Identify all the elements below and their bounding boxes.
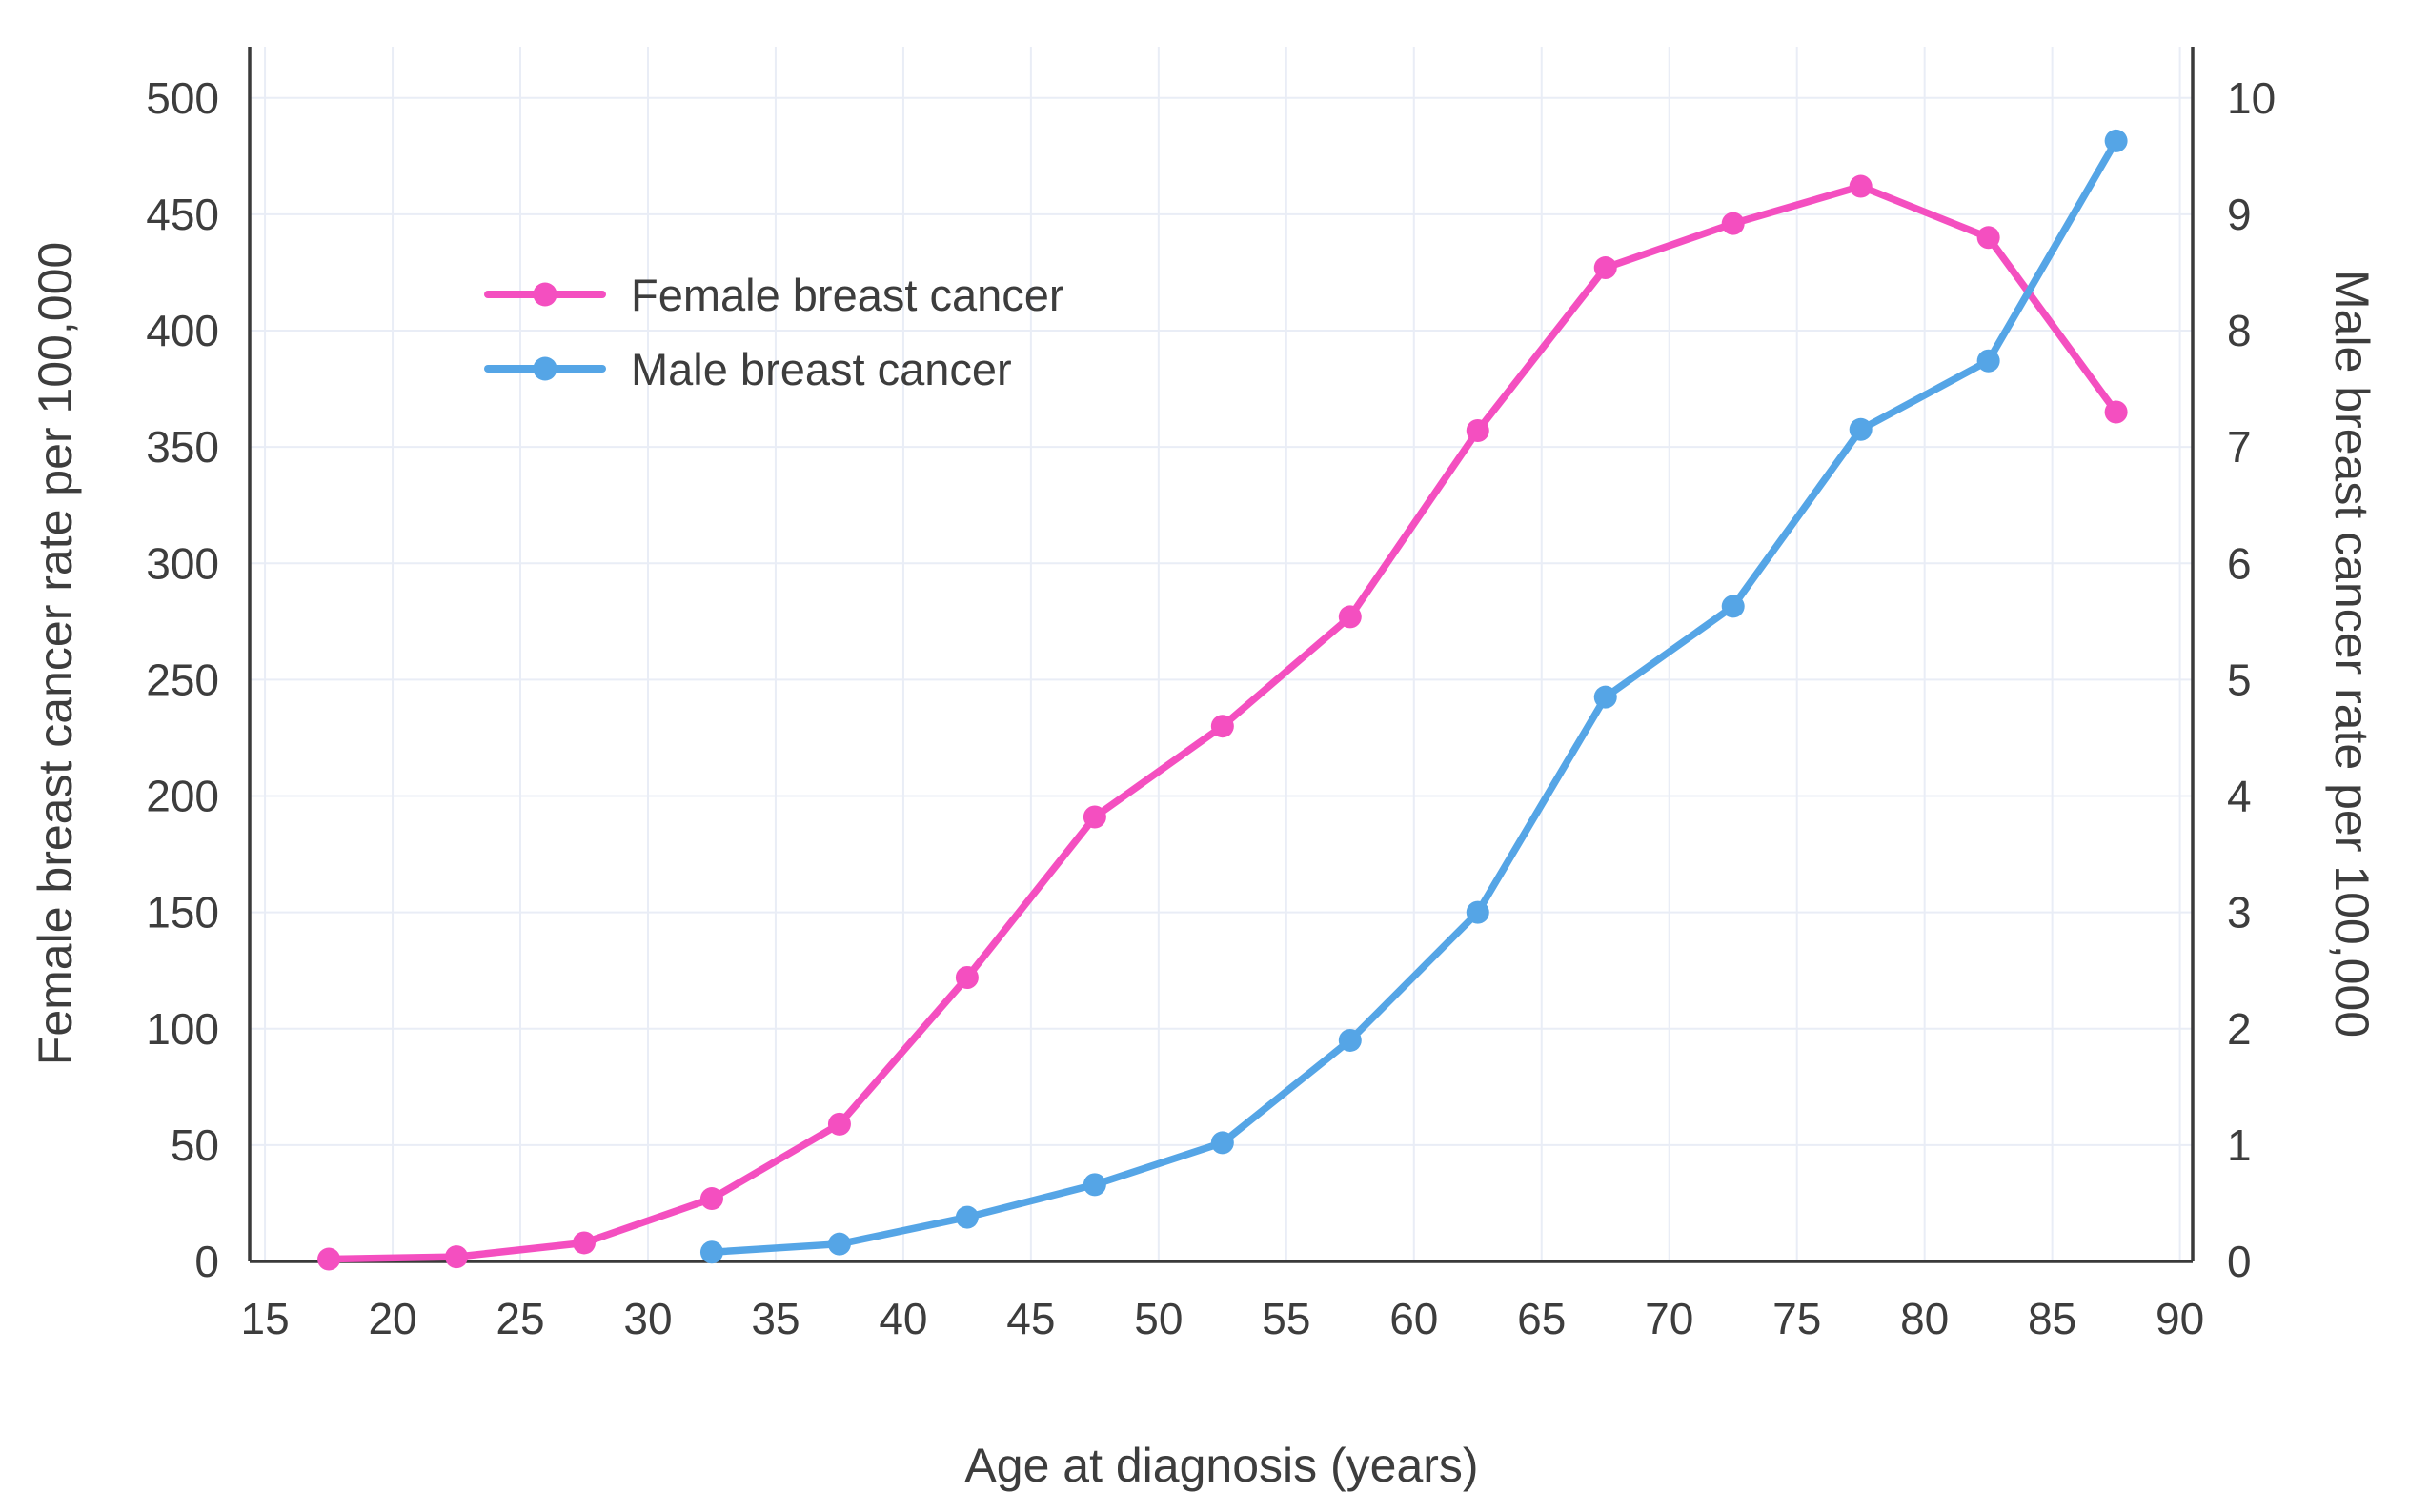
left-y-tick-label: 100 — [146, 1004, 219, 1054]
male-series-point — [1338, 1028, 1362, 1052]
female-series-point — [317, 1247, 341, 1271]
legend-label-male: Male breast cancer — [631, 343, 1012, 394]
x-tick-label: 80 — [1900, 1294, 1949, 1343]
left-y-tick-label: 150 — [146, 888, 219, 937]
right-y-tick-label: 1 — [2227, 1120, 2252, 1170]
left-y-tick-label: 500 — [146, 73, 219, 123]
x-tick-label: 45 — [1006, 1294, 1055, 1343]
female-series-point — [1976, 226, 2000, 250]
male-series-point — [1083, 1173, 1106, 1197]
male-series-point — [1976, 349, 2000, 373]
female-series-point — [699, 1187, 723, 1211]
x-tick-label: 90 — [2156, 1294, 2204, 1343]
female-series-point — [955, 966, 979, 990]
right-y-tick-label: 9 — [2227, 190, 2252, 239]
x-tick-label: 35 — [751, 1294, 800, 1343]
male-series-point — [1466, 900, 1489, 924]
right-y-tick-label: 6 — [2227, 538, 2252, 588]
male-series-point — [1849, 417, 1873, 441]
x-axis-title: Age at diagnosis (years) — [964, 1439, 1479, 1492]
x-tick-label: 20 — [368, 1294, 416, 1343]
female-series-point — [1721, 212, 1745, 235]
right-y-tick-label: 0 — [2227, 1237, 2252, 1286]
female-series-point — [1338, 605, 1362, 629]
male-series-point — [955, 1205, 979, 1229]
x-tick-label: 85 — [2028, 1294, 2076, 1343]
x-tick-label: 65 — [1517, 1294, 1566, 1343]
female-series-point — [1083, 805, 1106, 829]
x-tick-label: 30 — [623, 1294, 672, 1343]
left-y-tick-label: 300 — [146, 538, 219, 588]
x-tick-label: 40 — [879, 1294, 927, 1343]
male-marker-dot — [533, 356, 557, 381]
male-series-line — [708, 137, 2120, 1256]
right-y-tick-label: 5 — [2227, 655, 2252, 704]
left-y-tick-label: 200 — [146, 772, 219, 821]
male-line-swatch — [484, 356, 606, 381]
male-series-point — [1210, 1131, 1234, 1155]
left-y-tick-label: 400 — [146, 306, 219, 355]
right-y-tick-label: 2 — [2227, 1004, 2252, 1054]
legend-item-female: Female breast cancer — [484, 257, 1064, 332]
x-tick-label: 60 — [1389, 1294, 1438, 1343]
right-y-tick-label: 3 — [2227, 888, 2252, 937]
female-series-point — [1849, 174, 1873, 198]
legend: Female breast cancer Male breast cancer — [484, 257, 1064, 406]
x-tick-label: 55 — [1262, 1294, 1310, 1343]
left-y-tick-label: 50 — [171, 1120, 219, 1170]
female-series-point — [1593, 256, 1617, 280]
female-series-point — [2104, 400, 2128, 424]
male-series-point — [2104, 129, 2128, 152]
male-series-point — [1593, 685, 1617, 709]
x-tick-label: 15 — [240, 1294, 289, 1343]
right-y-tick-label: 8 — [2227, 306, 2252, 355]
left-y-tick-label: 350 — [146, 422, 219, 472]
left-y-tick-label: 0 — [194, 1237, 219, 1286]
right-y-tick-label: 10 — [2227, 73, 2276, 123]
right-y-tick-label: 4 — [2227, 772, 2252, 821]
right-y-axis-title: Male breast cancer rate per 100,000 — [2325, 269, 2379, 1038]
male-series-point — [699, 1240, 723, 1264]
x-tick-label: 75 — [1772, 1294, 1821, 1343]
legend-label-female: Female breast cancer — [631, 269, 1064, 320]
x-tick-label: 70 — [1645, 1294, 1693, 1343]
left-y-axis-title: Female breast cancer rate per 100,000 — [29, 241, 82, 1066]
female-marker-dot — [533, 282, 557, 307]
male-series-point — [827, 1232, 851, 1256]
male-series-point — [1721, 595, 1745, 618]
female-series-point — [1210, 715, 1234, 738]
female-line-swatch — [484, 282, 606, 307]
left-y-tick-label: 250 — [146, 655, 219, 704]
female-series-point — [1466, 419, 1489, 443]
female-series-point — [445, 1245, 469, 1269]
x-tick-label: 50 — [1134, 1294, 1183, 1343]
right-y-tick-label: 7 — [2227, 422, 2252, 472]
left-y-tick-label: 450 — [146, 190, 219, 239]
female-series-point — [572, 1231, 596, 1255]
x-tick-label: 25 — [496, 1294, 544, 1343]
legend-item-male: Male breast cancer — [484, 332, 1064, 406]
female-series-point — [827, 1112, 851, 1136]
